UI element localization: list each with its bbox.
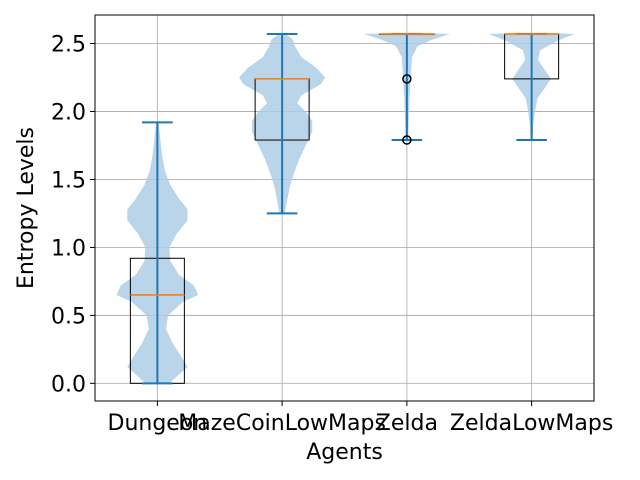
y-tick-label: 2.0 (51, 101, 86, 126)
x-axis-label: Agents (306, 440, 383, 465)
y-tick-label: 0.0 (51, 372, 86, 397)
tick-layer: 0.0 0.5 1.0 1.5 2.0 2.5 DungeonMazeCoinLowMaps… (51, 33, 613, 436)
x-tick-label: MazeCoinLowMaps (178, 411, 386, 436)
box-layer (129, 33, 560, 384)
y-axis-label: Entropy Levels (14, 127, 39, 289)
plot-frame (94, 14, 595, 402)
x-tick-label: Zelda (376, 411, 438, 436)
y-tick-label: 2.5 (51, 33, 86, 58)
y-tick-label: 0.5 (51, 304, 86, 329)
stats-layer (130, 33, 559, 385)
outlier-point (402, 74, 412, 84)
x-tick-label: Dungeon (108, 411, 208, 436)
y-tick-label: 1.5 (51, 168, 86, 193)
outlier-point (402, 135, 412, 145)
y-tick-label: 1.0 (51, 236, 86, 261)
violin-layer (116, 32, 575, 384)
grid-layer (95, 15, 594, 401)
x-tick-label: ZeldaLowMaps (450, 411, 613, 436)
